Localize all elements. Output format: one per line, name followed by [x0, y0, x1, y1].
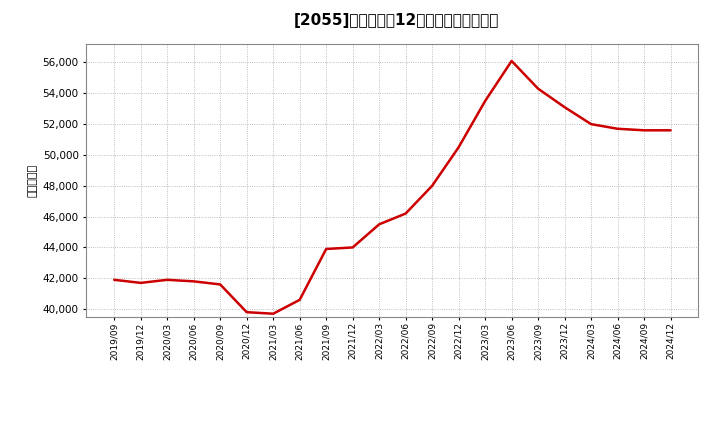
Text: [2055]　売上高の12か月移動合計の推移: [2055] 売上高の12か月移動合計の推移 — [293, 13, 499, 28]
Y-axis label: （百万円）: （百万円） — [27, 164, 37, 197]
